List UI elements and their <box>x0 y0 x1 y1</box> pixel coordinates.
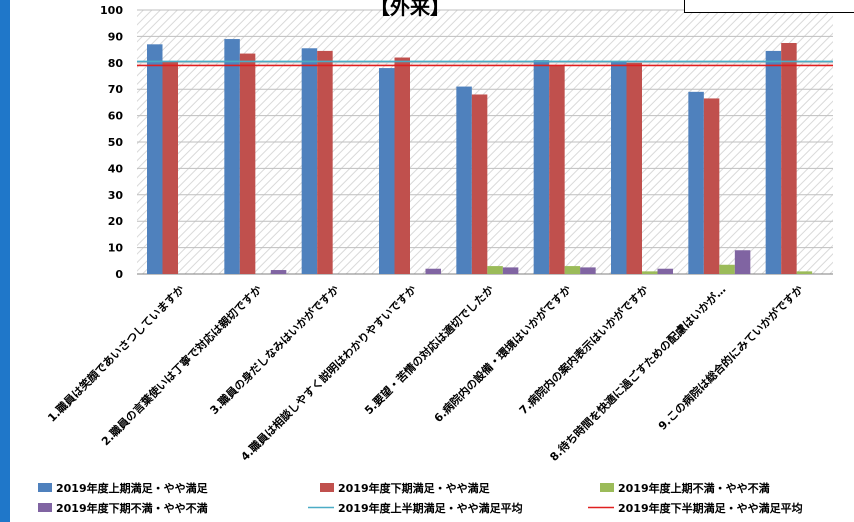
bar-3-9 <box>796 271 813 274</box>
legend-swatch <box>38 503 52 512</box>
legend-label: 2019年度上期不満・やや不満 <box>618 481 770 495</box>
y-tick-label: 20 <box>108 215 124 228</box>
y-tick-label: 10 <box>108 242 124 255</box>
category-label: 5.要望・苦情の対応は適切でしたか <box>361 282 496 417</box>
category-label: 2.職員の言葉使いは丁寧で対応は親切ですか <box>98 282 264 448</box>
legend-swatch <box>600 483 614 492</box>
y-tick-label: 90 <box>108 30 124 43</box>
bar-2-9 <box>781 43 797 274</box>
category-label: 9.この病院は総合的にみていかがですか <box>655 282 806 433</box>
y-tick-label: 80 <box>108 57 124 70</box>
legend-label: 2019年度下期満足・やや満足 <box>338 481 491 495</box>
legend-item: 2019年度上期満足・やや満足 <box>38 481 209 495</box>
bar-1-4 <box>379 68 395 274</box>
bar-3-8 <box>719 264 735 274</box>
category-label: 6.病院内の設備・環境はいかがですか <box>431 282 574 425</box>
bar-2-6 <box>549 65 565 274</box>
category-label: 8.待ち時間を快適に過ごすための配慮はいかが… <box>547 282 729 464</box>
bar-2-5 <box>471 94 488 274</box>
legend-item: 2019年度上期不満・やや不満 <box>600 481 770 495</box>
legend: 2019年度上期満足・やや満足 2019年度下期満足・やや満足 2019年度上期不満… <box>38 481 803 515</box>
bar-2-7 <box>626 62 642 274</box>
category-label: 1.職員は笑顔であいさつしていますか <box>45 282 187 424</box>
chart-title: 【外来】 <box>370 0 450 19</box>
title-box-decoration <box>684 0 854 13</box>
bar-1-6 <box>533 60 550 274</box>
y-axis-ticks: 0 10 20 30 40 50 60 70 80 90 100 <box>100 4 123 281</box>
legend-label: 2019年度上半期満足・やや満足平均 <box>338 501 523 515</box>
left-edge-stripe <box>0 0 10 522</box>
bar-3-7 <box>642 271 658 274</box>
y-tick-label: 40 <box>108 162 124 175</box>
bars <box>147 39 813 275</box>
legend-swatch <box>38 483 52 492</box>
bar-1-5 <box>456 86 472 274</box>
bar-2-1 <box>162 61 178 275</box>
bar-1-8 <box>688 91 704 274</box>
bar-4-8 <box>734 250 751 274</box>
bar-3-5 <box>487 266 503 274</box>
bar-4-7 <box>657 268 673 274</box>
bar-1-9 <box>765 50 782 274</box>
legend-item: 2019年度上半期満足・やや満足平均 <box>308 501 523 515</box>
legend-swatch <box>320 483 334 492</box>
y-tick-label: 100 <box>100 4 123 17</box>
bar-2-2 <box>239 53 256 275</box>
bar-3-6 <box>564 266 581 274</box>
y-tick-label: 30 <box>108 189 124 202</box>
y-tick-label: 60 <box>108 110 124 123</box>
bar-4-5 <box>502 267 519 274</box>
category-labels: 1.職員は笑顔であいさつしていますか2.職員の言葉使いは丁寧で対応は親切ですか3… <box>45 282 806 464</box>
y-tick-label: 0 <box>115 268 123 281</box>
category-label: 3.職員の身だしなみはいかがですか <box>207 282 342 417</box>
bar-1-3 <box>301 48 318 274</box>
bar-1-2 <box>224 39 240 274</box>
average-lines <box>137 60 833 67</box>
y-tick-label: 50 <box>108 136 124 149</box>
category-label: 7.病院内の案内表示はいかがですか <box>516 282 651 417</box>
legend-item: 2019年度下期不満・やや不満 <box>38 501 208 515</box>
bar-2-8 <box>703 98 720 274</box>
bar-2-4 <box>394 57 410 274</box>
bar-1-1 <box>147 44 163 274</box>
legend-label: 2019年度下期不満・やや不満 <box>56 501 208 515</box>
bar-2-3 <box>317 50 333 274</box>
legend-item: 2019年度下期満足・やや満足 <box>320 481 491 495</box>
bar-1-7 <box>611 61 627 275</box>
category-label: 4.職員は相談しやすく説明はわかりやすいですか <box>238 282 419 463</box>
bar-4-2 <box>270 270 287 274</box>
legend-label: 2019年度上期満足・やや満足 <box>56 481 209 495</box>
legend-item: 2019年度下半期満足・やや満足平均 <box>588 501 803 515</box>
bar-4-4 <box>425 268 441 274</box>
y-tick-label: 70 <box>108 83 124 96</box>
legend-label: 2019年度下半期満足・やや満足平均 <box>618 501 803 515</box>
bar-4-6 <box>580 267 596 274</box>
